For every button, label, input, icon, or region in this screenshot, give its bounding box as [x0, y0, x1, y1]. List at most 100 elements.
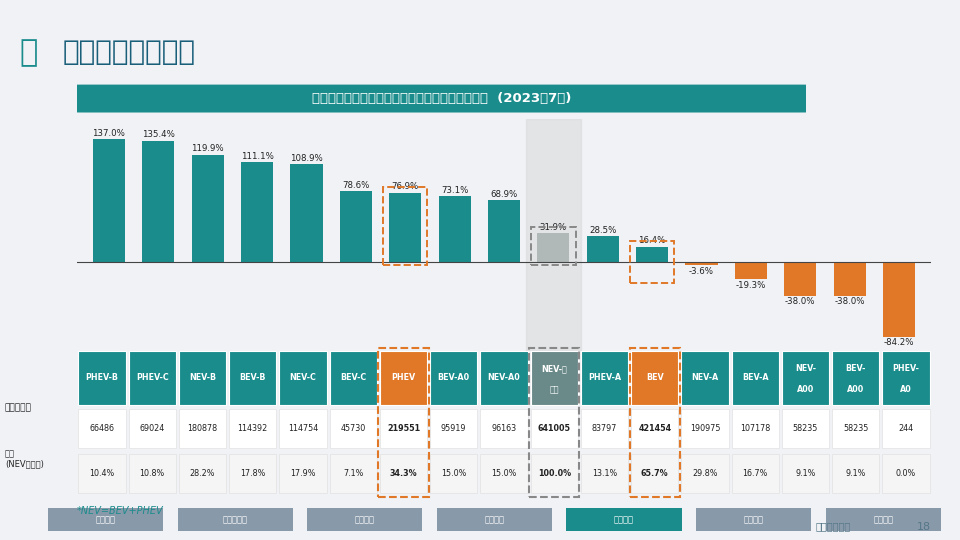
Text: 份额
(NEV总市场): 份额 (NEV总市场): [5, 449, 43, 469]
Text: 15.0%: 15.0%: [492, 469, 516, 478]
Bar: [581, 409, 628, 448]
Text: 电动大盘: 电动大盘: [355, 516, 374, 524]
Text: 价格段位: 价格段位: [744, 516, 763, 524]
Text: 15.0%: 15.0%: [441, 469, 467, 478]
Bar: [380, 409, 427, 448]
Text: 421454: 421454: [638, 424, 671, 433]
Text: 新能源市场各级别不同技术类型增速、销量和份额  (2023年7月): 新能源市场各级别不同技术类型增速、销量和份额 (2023年7月): [312, 92, 571, 105]
Bar: [179, 409, 226, 448]
Bar: [581, 454, 628, 494]
Text: 深度分析报告: 深度分析报告: [816, 522, 852, 531]
Text: BEV: BEV: [646, 373, 663, 382]
Text: 73.1%: 73.1%: [441, 186, 468, 195]
Text: NEV-A: NEV-A: [691, 373, 719, 382]
Text: PHEV-B: PHEV-B: [85, 373, 118, 382]
Text: 78.6%: 78.6%: [342, 181, 370, 190]
Bar: [129, 409, 176, 448]
Bar: [437, 509, 552, 531]
Text: NEV-总: NEV-总: [541, 364, 567, 373]
Text: 244: 244: [899, 424, 914, 433]
Text: 》: 》: [19, 38, 37, 67]
Text: 76.9%: 76.9%: [392, 183, 419, 191]
Text: 135.4%: 135.4%: [142, 130, 175, 139]
Text: 83797: 83797: [591, 424, 617, 433]
Text: 68.9%: 68.9%: [491, 190, 517, 199]
Bar: [129, 351, 176, 404]
Text: 0.0%: 0.0%: [896, 469, 916, 478]
Bar: [329, 454, 377, 494]
Text: PHEV: PHEV: [392, 373, 416, 382]
Text: 级别定位: 级别定位: [614, 516, 634, 524]
Text: PHEV-: PHEV-: [893, 364, 920, 373]
Bar: [279, 409, 326, 448]
Bar: [833, 262, 866, 295]
Bar: [882, 454, 929, 494]
Text: 34.3%: 34.3%: [390, 469, 418, 478]
Text: -3.6%: -3.6%: [689, 267, 714, 275]
Text: 65.7%: 65.7%: [641, 469, 668, 478]
Text: 销量（辆）: 销量（辆）: [5, 403, 32, 412]
Text: 17.9%: 17.9%: [290, 469, 316, 478]
Bar: [732, 454, 779, 494]
Bar: [307, 509, 422, 531]
Text: 16.4%: 16.4%: [638, 237, 666, 246]
Bar: [480, 454, 528, 494]
Bar: [538, 233, 569, 262]
Bar: [389, 193, 421, 262]
Text: 114754: 114754: [288, 424, 318, 433]
Bar: [179, 454, 226, 494]
Bar: [279, 351, 326, 404]
Bar: [79, 454, 126, 494]
Bar: [587, 236, 619, 262]
Text: 58235: 58235: [843, 424, 869, 433]
Bar: [531, 351, 578, 404]
Bar: [430, 454, 477, 494]
Text: 10.4%: 10.4%: [89, 469, 114, 478]
Bar: [682, 454, 729, 494]
Text: A0: A0: [900, 385, 912, 394]
Text: 9.1%: 9.1%: [846, 469, 866, 478]
Bar: [682, 351, 729, 404]
Text: 95919: 95919: [441, 424, 467, 433]
Bar: [784, 262, 816, 295]
Text: 综合大盘: 综合大盘: [96, 516, 115, 524]
Text: PHEV-A: PHEV-A: [588, 373, 621, 382]
Text: 114392: 114392: [237, 424, 268, 433]
Text: BEV-B: BEV-B: [239, 373, 266, 382]
Bar: [782, 351, 829, 404]
Text: 7.1%: 7.1%: [343, 469, 364, 478]
Text: 45730: 45730: [341, 424, 366, 433]
Text: 219551: 219551: [387, 424, 420, 433]
Text: 29.8%: 29.8%: [692, 469, 718, 478]
Bar: [229, 351, 276, 404]
Bar: [832, 351, 879, 404]
Bar: [631, 351, 679, 404]
Text: 58235: 58235: [793, 424, 818, 433]
Text: 180878: 180878: [187, 424, 218, 433]
Text: 66486: 66486: [89, 424, 114, 433]
Text: -84.2%: -84.2%: [884, 339, 914, 348]
Bar: [782, 409, 829, 448]
Text: -38.0%: -38.0%: [834, 297, 865, 306]
Text: -19.3%: -19.3%: [735, 281, 766, 289]
Bar: [79, 409, 126, 448]
Text: -38.0%: -38.0%: [785, 297, 816, 306]
Bar: [636, 247, 668, 262]
Text: 28.5%: 28.5%: [589, 226, 616, 235]
Text: 96163: 96163: [492, 424, 516, 433]
Text: 品牌分析: 品牌分析: [874, 516, 893, 524]
Bar: [192, 154, 224, 262]
Text: 13.1%: 13.1%: [592, 469, 617, 478]
Text: PHEV-C: PHEV-C: [135, 373, 169, 382]
Bar: [48, 509, 163, 531]
Bar: [732, 409, 779, 448]
Bar: [229, 454, 276, 494]
Text: A00: A00: [847, 385, 864, 394]
Bar: [142, 141, 175, 262]
Bar: [732, 351, 779, 404]
Bar: [430, 351, 477, 404]
Text: 31.9%: 31.9%: [540, 222, 567, 232]
Text: 9.1%: 9.1%: [796, 469, 816, 478]
Bar: [229, 409, 276, 448]
Bar: [735, 262, 767, 279]
